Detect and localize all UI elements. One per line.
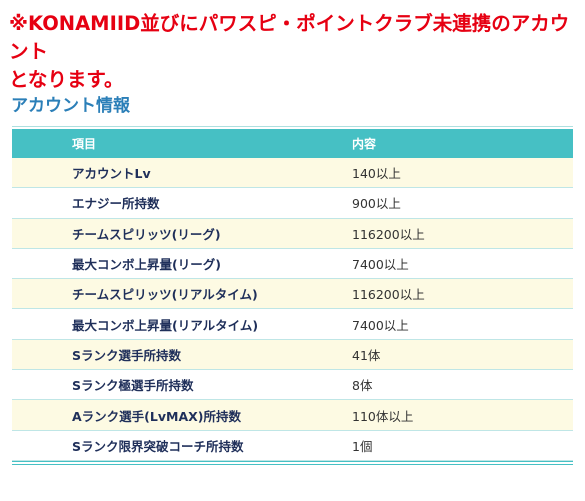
table-row: チームスピリッツ(リアルタイム) 116200以上	[12, 279, 573, 310]
row-item: Sランク選手所持数	[72, 347, 182, 363]
row-item: Sランク限界突破コーチ所持数	[72, 438, 244, 454]
header-value: 内容	[352, 137, 377, 151]
table-row: 最大コンボ上昇量(リアルタイム) 7400以上	[12, 309, 573, 340]
row-item: エナジー所持数	[72, 196, 160, 212]
row-value: 8体	[352, 378, 373, 394]
row-item: チームスピリッツ(リアルタイム)	[72, 287, 258, 303]
header-item: 項目	[72, 137, 97, 151]
section-title: アカウント情報	[11, 96, 130, 116]
row-value: 900以上	[352, 196, 401, 212]
row-item: チームスピリッツ(リーグ)	[72, 226, 221, 242]
table-header-row: 項目 内容	[12, 127, 573, 158]
table-row: アカウントLv 140以上	[12, 158, 573, 189]
table-row: 最大コンボ上昇量(リーグ) 7400以上	[12, 248, 573, 280]
row-item: アカウントLv	[72, 166, 151, 182]
row-value: 110体以上	[352, 408, 414, 424]
table-row: Sランク選手所持数 41体	[12, 339, 573, 371]
row-item: 最大コンボ上昇量(リアルタイム)	[72, 317, 259, 333]
row-item: Sランク極選手所持数	[72, 378, 194, 394]
row-value: 7400以上	[352, 317, 409, 333]
account-info-table: 項目 内容 アカウントLv 140以上 エナジー所持数 900以上 チームスピリ…	[12, 126, 573, 465]
row-value: 116200以上	[352, 287, 425, 303]
row-value: 7400以上	[352, 257, 409, 273]
row-value: 116200以上	[352, 226, 425, 242]
table-row: Aランク選手(LvMAX)所持数 110体以上	[12, 400, 573, 431]
row-value: 41体	[352, 347, 381, 363]
notice-line-1: ※KONAMIID並びにパワスピ・ポイントクラブ未連携のアカウント	[9, 12, 570, 63]
table-row: Sランク極選手所持数 8体	[12, 370, 573, 401]
notice-line-2: となります。	[9, 68, 124, 91]
table-bottom-border	[12, 460, 573, 465]
unlinked-account-notice: ※KONAMIID並びにパワスピ・ポイントクラブ未連携のアカウント となります。	[9, 10, 581, 94]
table-row: エナジー所持数 900以上	[12, 188, 573, 219]
row-item: Aランク選手(LvMAX)所持数	[72, 408, 241, 424]
table-row: Sランク限界突破コーチ所持数 1個	[12, 430, 573, 461]
row-item: 最大コンボ上昇量(リーグ)	[72, 257, 221, 273]
table-row: チームスピリッツ(リーグ) 116200以上	[12, 218, 573, 249]
row-value: 140以上	[352, 166, 401, 182]
table-body: アカウントLv 140以上 エナジー所持数 900以上 チームスピリッツ(リーグ…	[12, 158, 573, 461]
row-value: 1個	[352, 438, 373, 454]
